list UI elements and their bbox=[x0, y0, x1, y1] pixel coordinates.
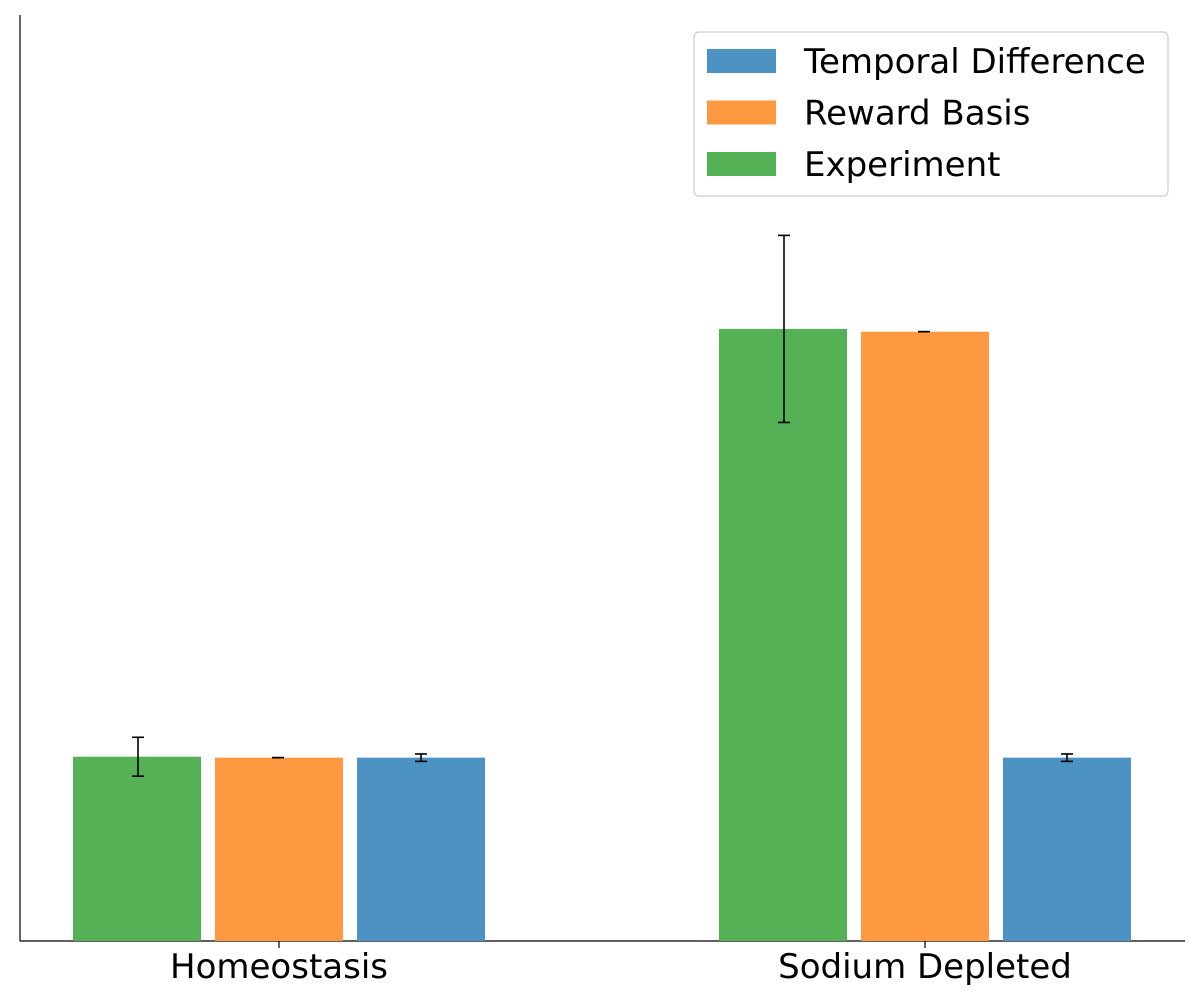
legend-label-reward-basis: Reward Basis bbox=[804, 94, 1030, 134]
legend-swatch-experiment bbox=[707, 152, 776, 176]
legend-label-temporal-difference: Temporal Difference bbox=[803, 42, 1146, 82]
x-tick-label-sodium-depleted: Sodium Depleted bbox=[778, 947, 1072, 987]
bar-temporal-difference-homeostasis bbox=[357, 757, 485, 941]
legend-box bbox=[693, 31, 1169, 197]
bar-reward-basis-sodium-depleted bbox=[861, 331, 989, 941]
legend-label-experiment: Experiment bbox=[804, 145, 1000, 185]
bar-temporal-difference-sodium-depleted bbox=[1003, 757, 1131, 941]
bar-experiment-homeostasis bbox=[73, 756, 201, 941]
legend-swatch-temporal-difference bbox=[707, 49, 776, 73]
bar-reward-basis-homeostasis bbox=[215, 757, 343, 941]
x-tick-label-homeostasis: Homeostasis bbox=[170, 947, 388, 987]
bar-experiment-sodium-depleted bbox=[719, 328, 847, 941]
legend-swatch-reward-basis bbox=[707, 100, 776, 125]
